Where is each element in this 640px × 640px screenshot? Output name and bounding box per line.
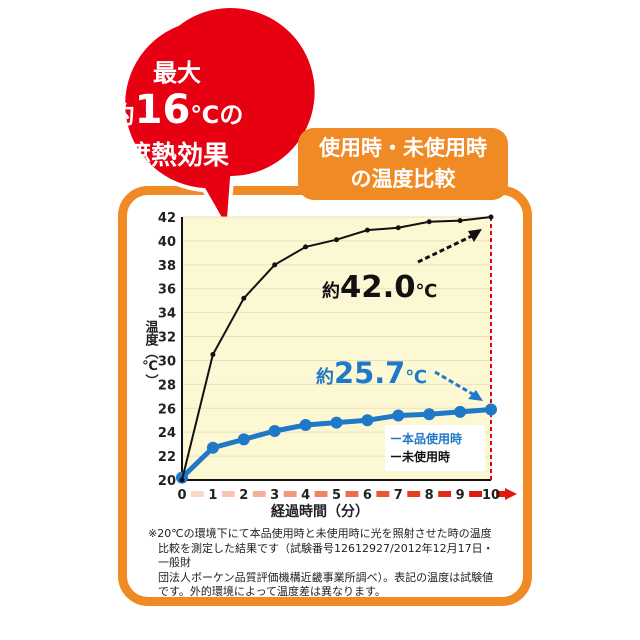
x-tick-label: 10 xyxy=(482,488,500,503)
y-tick-label: 22 xyxy=(158,450,176,465)
legend-entry: ー本品使用時 xyxy=(390,431,462,446)
y-tick-label: 28 xyxy=(158,378,176,393)
x-axis-label: 経過時間（分） xyxy=(271,503,369,520)
x-tick-label: 6 xyxy=(363,488,372,503)
x-axis-bar xyxy=(376,491,390,497)
x-tick-label: 1 xyxy=(208,488,217,503)
data-point xyxy=(364,227,370,233)
data-point xyxy=(392,409,405,422)
footnote-line: です。外的環境によって温度差は異なります。 xyxy=(158,585,386,598)
x-tick-label: 7 xyxy=(394,488,403,503)
y-tick-label: 24 xyxy=(158,426,176,441)
x-axis-bar xyxy=(191,491,204,497)
title-pill: 使用時・未使用時 の温度比較 xyxy=(298,128,508,200)
annotation-value: 42.0 xyxy=(340,270,415,305)
x-tick-label: 8 xyxy=(425,488,434,503)
data-point xyxy=(454,405,467,418)
annotation-unit: ℃ xyxy=(415,281,437,302)
arrow-head-icon xyxy=(468,390,483,401)
y-tick-label: 20 xyxy=(158,474,176,489)
x-axis-bar xyxy=(345,491,359,497)
y-tick-label: 40 xyxy=(158,235,176,250)
badge-text: 最大 約16℃の 遮熱効果 xyxy=(92,58,262,172)
y-tick-label: 32 xyxy=(158,331,176,346)
data-point xyxy=(237,433,250,446)
x-axis-bar xyxy=(252,491,266,497)
x-axis-arrow-icon xyxy=(505,488,517,500)
x-tick-label: 9 xyxy=(456,488,465,503)
y-tick-label: 38 xyxy=(158,259,176,274)
annotation-unit: ℃ xyxy=(405,367,427,388)
red-speech-bubble xyxy=(121,4,319,239)
badge-line3: 遮熱効果 xyxy=(124,141,229,171)
x-tick-label: 0 xyxy=(177,488,186,503)
data-point xyxy=(272,262,278,268)
annotation-arrow xyxy=(417,232,477,264)
data-point xyxy=(210,351,216,357)
x-axis-bar xyxy=(221,491,235,497)
y-tick-label: 36 xyxy=(158,283,176,298)
footnote-line: 比較を測定した結果です（試験番号12612927/2012年12月17日・一般財 xyxy=(158,541,494,570)
annotation-label: 約42.0℃ xyxy=(322,270,437,305)
data-point xyxy=(426,219,432,225)
x-axis-bar xyxy=(496,491,506,497)
data-point xyxy=(299,419,312,432)
data-point xyxy=(485,403,497,416)
footnote: ※20℃の環境下にて本品使用時と未使用時に光を照射させた時の温度 比較を測定した… xyxy=(148,527,498,600)
data-point xyxy=(179,477,185,483)
data-point xyxy=(268,424,281,437)
title-line1: 使用時・未使用時 xyxy=(319,136,487,160)
footnote-line: ※20℃の環境下にて本品使用時と未使用時に光を照射させた時の温度 xyxy=(148,527,492,540)
annotation-label: 約25.7℃ xyxy=(316,356,427,390)
data-point xyxy=(303,244,309,250)
y-tick-label: 30 xyxy=(158,354,176,369)
data-point xyxy=(330,416,343,429)
legend-entry: ー未使用時 xyxy=(390,449,450,464)
y-tick-label: 26 xyxy=(158,402,176,417)
annotation-prefix: 約 xyxy=(316,366,334,388)
legend-box xyxy=(385,425,485,471)
data-point xyxy=(488,214,494,220)
x-axis-bar xyxy=(438,491,452,497)
data-point xyxy=(423,408,436,421)
y-tick-label: 34 xyxy=(158,307,176,322)
x-axis-bar xyxy=(469,491,482,497)
badge-unit: ℃の xyxy=(190,101,244,129)
x-axis-bar xyxy=(314,491,328,497)
x-tick-label: 2 xyxy=(239,488,248,503)
title-line2: の温度比較 xyxy=(350,167,456,191)
badge-line1: 最大 xyxy=(153,59,201,87)
data-point xyxy=(361,414,374,427)
arrow-head-icon xyxy=(468,229,482,242)
x-axis-bar xyxy=(407,491,421,497)
footnote-line: 団法人ボーケン品質評価機構近畿事業所調べ）。表記の温度は試験値 xyxy=(158,570,494,584)
annotation-prefix: 約 xyxy=(322,280,340,302)
badge-prefix: 約 xyxy=(110,101,135,129)
x-axis-bar xyxy=(283,491,297,497)
x-tick-label: 4 xyxy=(301,488,310,503)
data-point xyxy=(457,218,463,224)
data-point xyxy=(206,441,219,454)
x-tick-label: 5 xyxy=(332,488,341,503)
y-axis-label: 温度（℃） xyxy=(142,320,159,387)
annotation-value: 25.7 xyxy=(334,356,405,390)
data-point xyxy=(334,237,339,243)
y-tick-label: 42 xyxy=(158,211,176,226)
x-tick-label: 3 xyxy=(270,488,279,503)
data-point xyxy=(241,295,247,301)
data-point xyxy=(395,225,401,231)
badge-value: 16 xyxy=(134,87,191,133)
